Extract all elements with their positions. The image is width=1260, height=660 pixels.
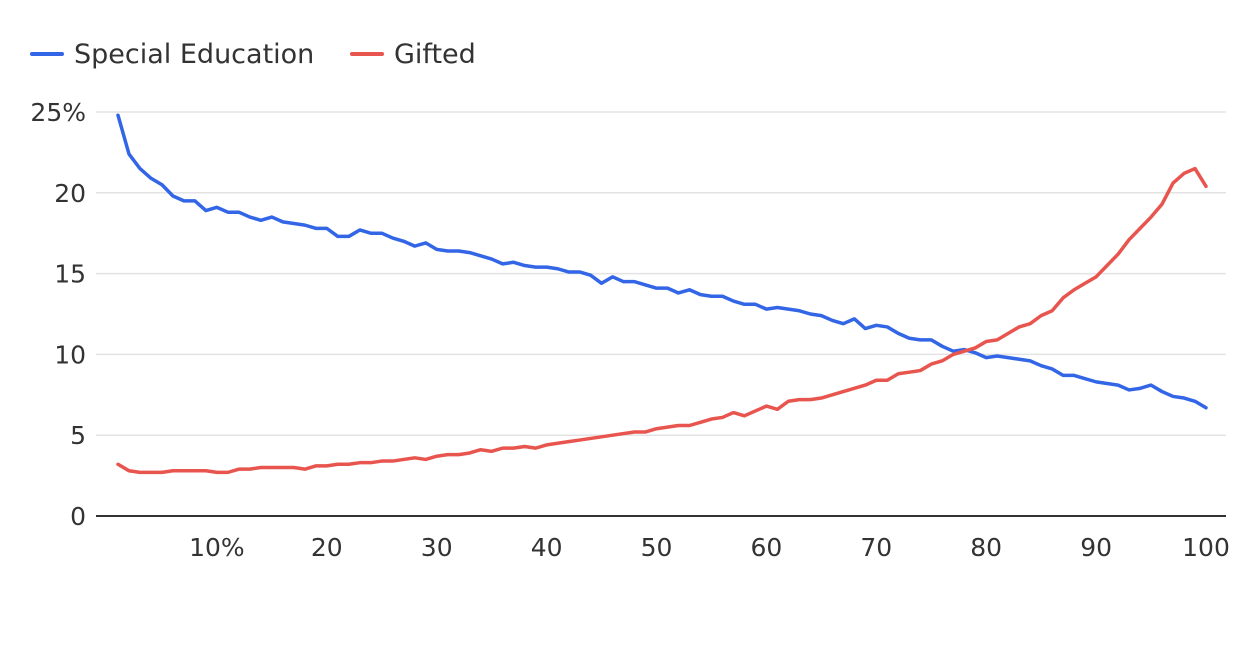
- x-tick-label-100: 100: [1182, 533, 1230, 562]
- series-lines: [116, 113, 1208, 475]
- y-tick-label-0: 0: [70, 502, 86, 531]
- x-tick-label-10: 10%: [189, 533, 245, 562]
- y-axis-ticks: 0 5 10 15 20 25%: [30, 98, 86, 531]
- y-tick-label-5: 5: [70, 421, 86, 450]
- y-tick-label-20: 20: [54, 179, 86, 208]
- y-tick-label-15: 15: [54, 260, 86, 289]
- legend-item-special-education[interactable]: Special Education: [30, 39, 314, 70]
- x-tick-label-60: 60: [750, 533, 782, 562]
- legend-label-gifted: Gifted: [394, 39, 476, 70]
- series-line-gifted: [116, 166, 1208, 475]
- series-line-special-education: [116, 113, 1208, 410]
- gridlines: [96, 111, 1226, 517]
- x-tick-label-90: 90: [1080, 533, 1112, 562]
- x-tick-label-30: 30: [421, 533, 453, 562]
- legend-label-special-education: Special Education: [74, 39, 314, 70]
- x-axis-ticks: 10% 20 30 40 50 60 70 80 90 100: [189, 533, 1230, 562]
- legend: Special Education Gifted: [30, 39, 476, 70]
- x-tick-label-80: 80: [970, 533, 1002, 562]
- y-tick-label-25: 25%: [30, 98, 86, 127]
- x-tick-label-40: 40: [531, 533, 563, 562]
- x-tick-label-50: 50: [641, 533, 673, 562]
- legend-item-gifted[interactable]: Gifted: [350, 39, 476, 70]
- x-tick-label-70: 70: [860, 533, 892, 562]
- y-tick-label-10: 10: [54, 340, 86, 369]
- x-tick-label-20: 20: [311, 533, 343, 562]
